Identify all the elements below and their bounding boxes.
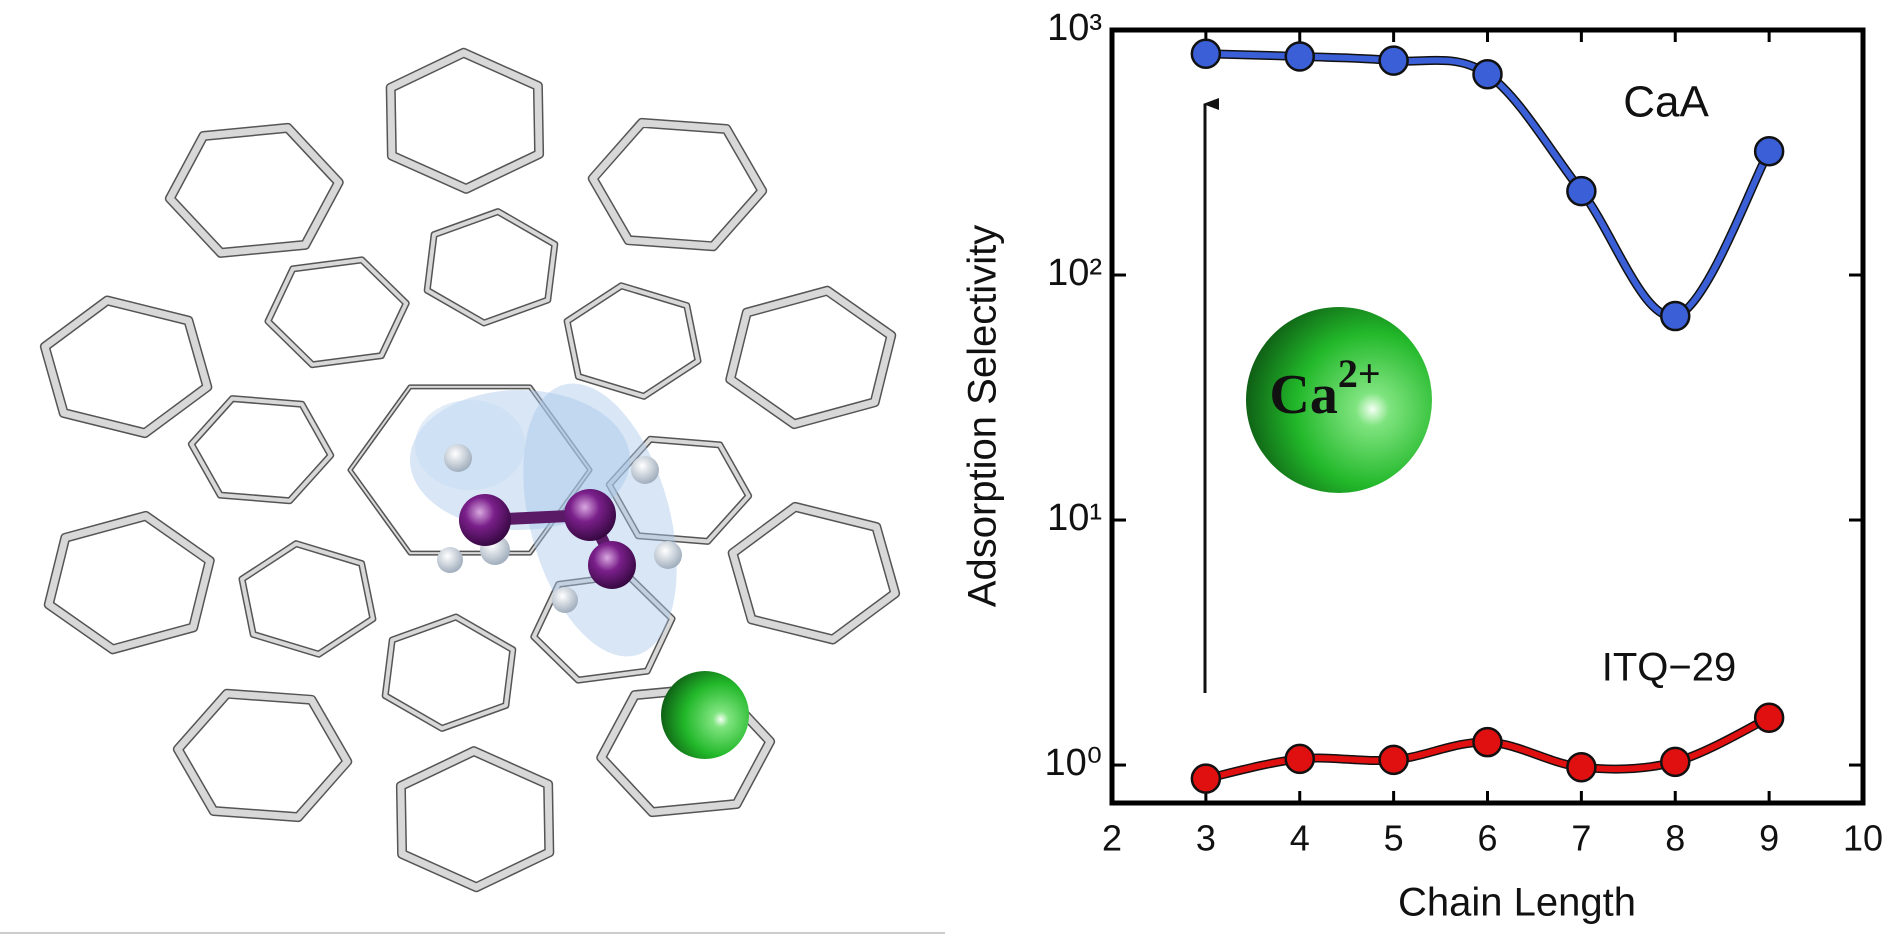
cage-ring xyxy=(726,287,895,428)
y-tick-label: 10³ xyxy=(1047,7,1102,49)
data-point xyxy=(1378,744,1409,776)
data-point xyxy=(1190,763,1222,794)
cage-ring xyxy=(189,396,333,503)
cage-ring xyxy=(607,437,751,544)
y-axis-label: Adsorption Selectivity xyxy=(961,225,1005,607)
series-label: CaA xyxy=(1623,78,1709,127)
ion-charge: 2+ xyxy=(1338,351,1381,396)
data-point xyxy=(1566,751,1597,783)
y-tick-label: 10¹ xyxy=(1047,497,1102,539)
data-point xyxy=(1472,726,1503,758)
cage-ring xyxy=(597,683,774,816)
x-tick-label: 6 xyxy=(1477,818,1497,859)
x-tick-label: 10 xyxy=(1843,818,1883,859)
cage-ring xyxy=(589,119,766,250)
cage-ring xyxy=(166,124,343,257)
data-point xyxy=(1284,41,1315,72)
data-point xyxy=(1753,135,1785,167)
data-point xyxy=(1660,746,1691,778)
data-point xyxy=(1284,743,1315,775)
cage-ring xyxy=(187,395,335,505)
data-point xyxy=(1660,300,1691,332)
cage-ring xyxy=(266,257,409,367)
x-tick-label: 4 xyxy=(1290,818,1310,859)
x-axis-label: Chain Length xyxy=(1398,881,1636,925)
y-tick-label: 10² xyxy=(1047,252,1102,294)
cage-ring xyxy=(174,690,351,821)
data-point xyxy=(1378,45,1409,76)
x-tick-label: 7 xyxy=(1571,818,1591,859)
cage-ring xyxy=(387,49,543,193)
zeolite-cage xyxy=(39,47,901,893)
cage-ring xyxy=(729,503,899,643)
data-point xyxy=(1190,38,1222,69)
data-point xyxy=(1566,175,1597,207)
cage-ring xyxy=(397,747,553,891)
cage-ring xyxy=(565,283,700,399)
x-tick-label: 8 xyxy=(1665,818,1685,859)
cage-ring xyxy=(531,573,674,683)
cage-ring xyxy=(425,209,557,325)
plot-frame xyxy=(1109,27,1866,806)
cage-ring xyxy=(383,615,515,731)
data-point xyxy=(1753,702,1785,733)
cage-ring xyxy=(240,541,375,657)
cage-ring xyxy=(349,385,591,555)
data-point xyxy=(1472,58,1503,90)
cage-ring xyxy=(41,297,211,437)
x-tick-label: 5 xyxy=(1384,818,1404,859)
y-tick-label: 10⁰ xyxy=(1044,742,1102,784)
x-tick-label: 2 xyxy=(1102,818,1122,859)
x-tick-label: 3 xyxy=(1196,818,1216,859)
cage-ring xyxy=(45,512,214,653)
ion-symbol: Ca xyxy=(1269,364,1337,426)
series-label: ITQ−29 xyxy=(1602,646,1737,690)
ion-sphere xyxy=(1246,307,1432,493)
ion-label: Ca2+ xyxy=(1269,351,1380,426)
x-tick-label: 9 xyxy=(1759,818,1779,859)
molecule xyxy=(410,383,749,759)
